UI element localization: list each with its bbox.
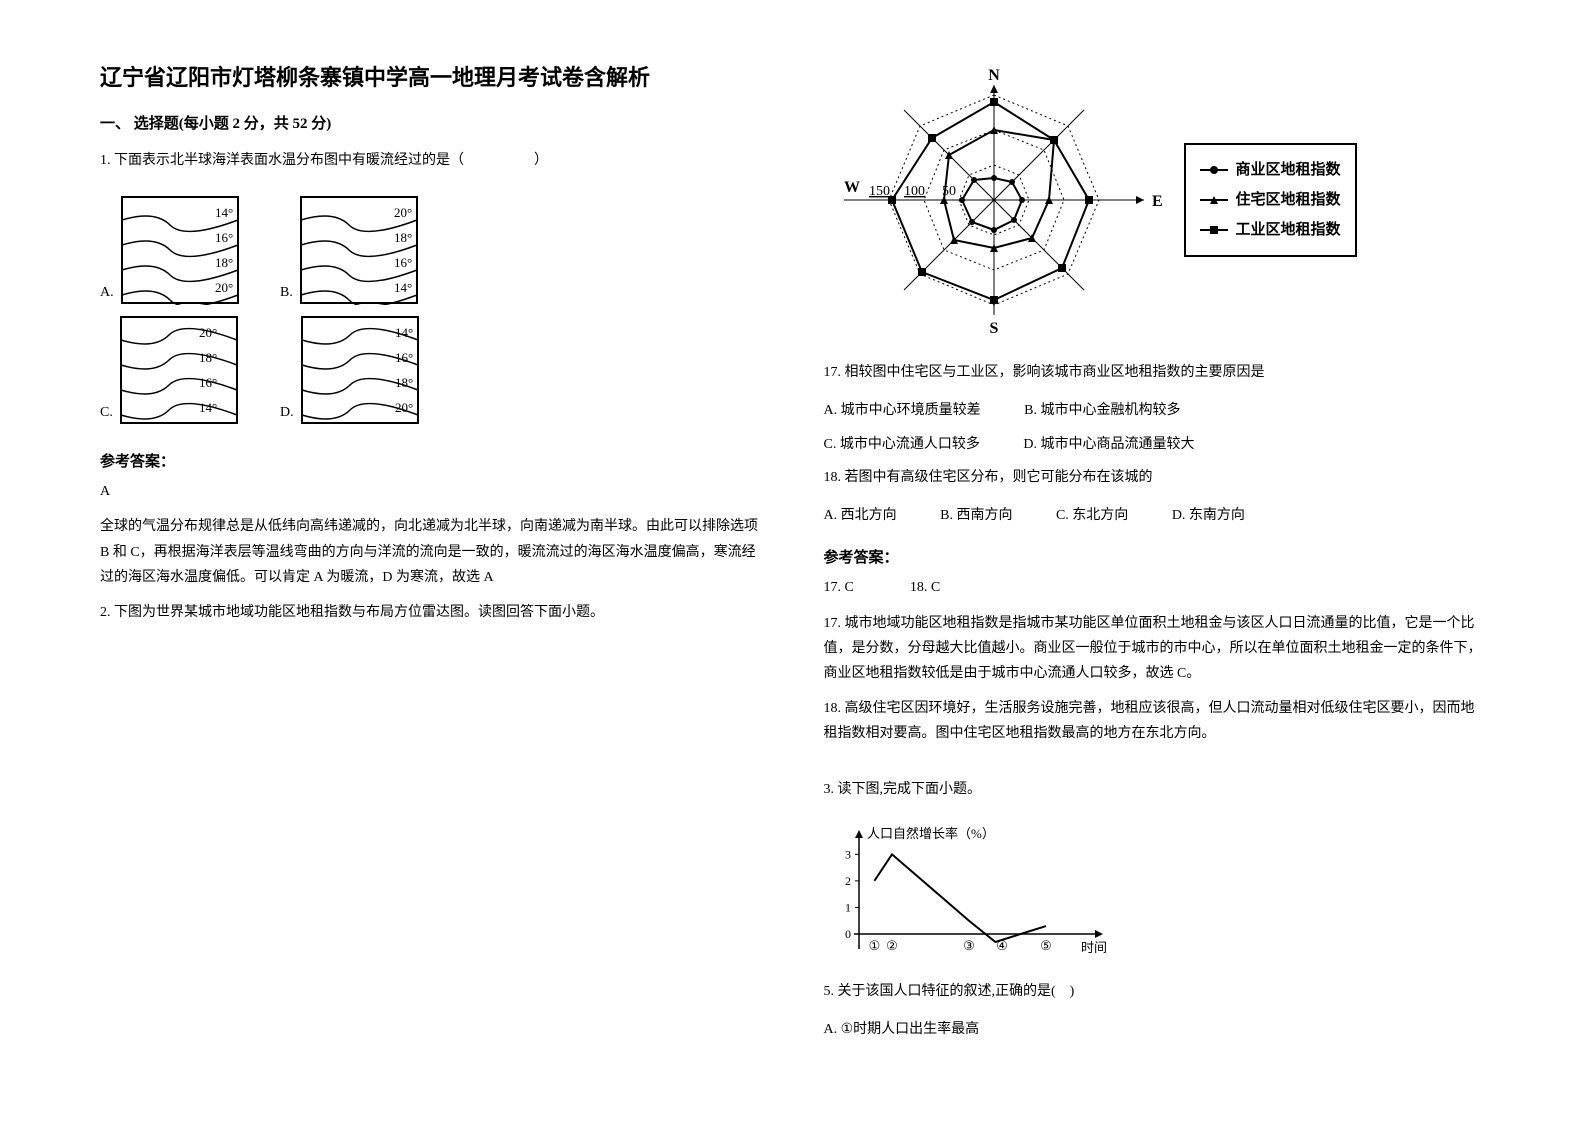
radar-axis-150: 150 [869,184,890,199]
isotherm-d-icon: 14° 16° 18° 20° [300,315,420,425]
q5-a: A. ①时期人口出生率最高 [824,1016,1488,1044]
svg-text:20°: 20° [199,325,217,340]
svg-text:时间: 时间 [1081,940,1107,955]
svg-text:①: ① [868,938,880,953]
right-column: W 150 100 50 N E S [824,60,1488,1062]
legend-industrial: 工业区地租指数 [1200,215,1341,245]
legend-residential: 住宅区地租指数 [1200,185,1341,215]
q5-text: 5. 关于该国人口特征的叙述,正确的是( ) [824,979,1488,1004]
growth-chart: 0 1 2 3 人口自然增长率（%） 时间 ①② ③ ④ ⑤ [824,824,1488,964]
q17-row1: A. 城市中心环境质量较差 B. 城市中心金融机构较多 [824,397,1488,425]
svg-text:②: ② [886,938,898,953]
radar-axis-100: 100 [904,184,925,199]
svg-text:2: 2 [845,874,851,888]
svg-text:18°: 18° [394,230,412,245]
radar-chart-wrapper: W 150 100 50 N E S [824,60,1488,340]
q18-d: D. 东南方向 [1172,502,1245,530]
option-label-c: C. [100,405,113,425]
q1-diagram-a: A. 14° 16° 18° 20° [100,195,260,305]
svg-text:18°: 18° [215,255,233,270]
q1-explain: 全球的气温分布规律总是从低纬向高纬递减的，向北递减为北半球，向南递减为南半球。由… [100,514,764,590]
q18-b: B. 西南方向 [940,502,1012,530]
legend-commercial-label: 商业区地租指数 [1236,155,1341,185]
q17-b: B. 城市中心金融机构较多 [1024,397,1180,425]
radar-s-label: S [989,320,998,337]
legend-commercial: 商业区地租指数 [1200,155,1341,185]
radar-n-label: N [988,67,1000,84]
q1-diagram-c: C. 20° 18° 16° 14° [100,315,260,425]
q17-explain: 17. 城市地域功能区地租指数是指城市某功能区单位面积土地租金与该区人口日流通量… [824,611,1488,687]
svg-text:20°: 20° [394,205,412,220]
q17-c: C. 城市中心流通人口较多 [824,431,980,459]
square-marker-icon [1200,225,1228,235]
q18-row: A. 西北方向 B. 西南方向 C. 东北方向 D. 东南方向 [824,502,1488,530]
q18-c: C. 东北方向 [1056,502,1128,530]
svg-text:20°: 20° [215,280,233,295]
circle-marker-icon [1200,165,1228,175]
q1-diagrams: A. 14° 16° 18° 20° B. 20° [100,195,764,425]
svg-text:人口自然增长率（%）: 人口自然增长率（%） [867,826,995,841]
option-label-d: D. [280,405,294,425]
q1-diagram-b: B. 20° 18° 16° 14° [280,195,440,305]
svg-text:20°: 20° [395,400,413,415]
q17-row2: C. 城市中心流通人口较多 D. 城市中心商品流通量较大 [824,431,1488,459]
q17-d: D. 城市中心商品流通量较大 [1023,431,1194,459]
page-title: 辽宁省辽阳市灯塔柳条寨镇中学高一地理月考试卷含解析 [100,60,764,92]
growth-line-chart-icon: 0 1 2 3 人口自然增长率（%） 时间 ①② ③ ④ ⑤ [824,824,1124,964]
svg-text:14°: 14° [215,205,233,220]
q2-text: 2. 下图为世界某城市地域功能区地租指数与布局方位雷达图。读图回答下面小题。 [100,600,764,625]
q1-answer: A [100,479,764,504]
radar-legend: 商业区地租指数 住宅区地租指数 工业区地租指数 [1184,143,1357,257]
svg-text:14°: 14° [394,280,412,295]
radar-e-label: E [1152,193,1163,210]
svg-text:④: ④ [996,938,1008,953]
triangle-marker-icon [1200,195,1228,205]
q18-a: A. 西北方向 [824,502,897,530]
svg-text:16°: 16° [394,255,412,270]
answer-header-1: 参考答案： [100,450,764,471]
radar-w-label: W [844,179,860,196]
svg-text:18°: 18° [199,350,217,365]
svg-text:16°: 16° [395,350,413,365]
legend-industrial-label: 工业区地租指数 [1236,215,1341,245]
isotherm-c-icon: 20° 18° 16° 14° [119,315,239,425]
section-header: 一、 选择题(每小题 2 分，共 52 分) [100,112,764,133]
q3-text: 3. 读下图,完成下面小题。 [824,777,1488,802]
isotherm-b-icon: 20° 18° 16° 14° [299,195,419,305]
left-column: 辽宁省辽阳市灯塔柳条寨镇中学高一地理月考试卷含解析 一、 选择题(每小题 2 分… [100,60,764,1062]
radar-chart-icon: W 150 100 50 N E S [824,60,1164,340]
svg-text:14°: 14° [395,325,413,340]
option-label-b: B. [280,285,293,305]
q18-text: 18. 若图中有高级住宅区分布，则它可能分布在该城的 [824,465,1488,490]
svg-text:⑤: ⑤ [1040,938,1052,953]
svg-text:14°: 14° [199,400,217,415]
svg-text:③: ③ [963,938,975,953]
answer-header-2: 参考答案： [824,546,1488,567]
legend-residential-label: 住宅区地租指数 [1236,185,1341,215]
option-label-a: A. [100,285,114,305]
svg-text:0: 0 [845,927,851,941]
q1-text: 1. 下面表示北半球海洋表面水温分布图中有暖流经过的是（ ） [100,148,764,173]
q17-text: 17. 相较图中住宅区与工业区，影响该城市商业区地租指数的主要原因是 [824,360,1488,385]
svg-text:16°: 16° [215,230,233,245]
svg-text:18°: 18° [395,375,413,390]
isotherm-a-icon: 14° 16° 18° 20° [120,195,240,305]
q17-a: A. 城市中心环境质量较差 [824,397,981,425]
q18-explain: 18. 高级住宅区因环境好，生活服务设施完善，地租应该很高，但人口流动量相对低级… [824,696,1488,746]
svg-text:1: 1 [845,900,851,914]
svg-text:16°: 16° [199,375,217,390]
q2-answers: 17. C 18. C [824,575,1488,600]
svg-text:3: 3 [845,847,851,861]
q1-diagram-d: D. 14° 16° 18° 20° [280,315,440,425]
